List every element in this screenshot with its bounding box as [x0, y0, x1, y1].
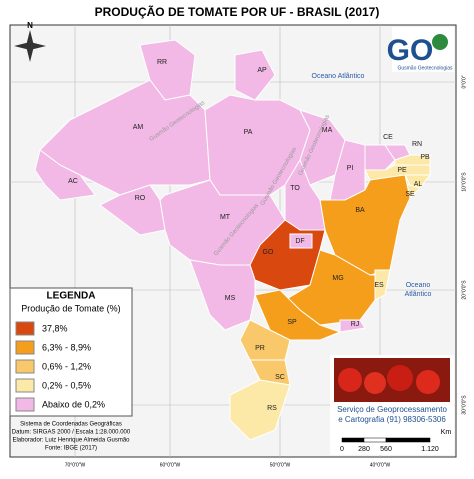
ocean-label: Oceano Atlântico	[312, 73, 365, 80]
states	[34, 39, 432, 441]
longitude-label: 60°0'0"W	[160, 462, 181, 468]
state-label: AM	[133, 124, 144, 131]
state-label: MG	[332, 275, 343, 282]
longitude-label: 70°0'0"W	[65, 462, 86, 468]
state-label: AC	[68, 178, 78, 185]
state	[394, 154, 431, 166]
state-label: RS	[267, 405, 277, 412]
state-label: CE	[383, 134, 393, 141]
state-label: RO	[135, 195, 146, 202]
legend-subtitle: Produção de Tomate (%)	[21, 303, 120, 313]
state-label: AP	[257, 67, 267, 74]
state-label: PR	[255, 345, 265, 352]
latitude-label: 30°0'0"S	[461, 395, 467, 415]
state	[234, 49, 276, 101]
state	[189, 259, 256, 331]
legend-label: 6,3% - 8,9%	[42, 342, 91, 352]
latitude-label: 0°0'0"	[461, 75, 467, 88]
state-label: ES	[374, 282, 384, 289]
state	[34, 149, 96, 201]
state-labels: RR AP AM AC RO PA MA PI CE RN PB PE AL SE BA TO MT GO DF MG…	[68, 59, 430, 412]
scale-unit: Km	[441, 429, 452, 436]
credit-line: Sistema de Coordenadas Geográficas	[20, 422, 122, 428]
service-text: e Cartografia (91) 98306-5306	[338, 415, 446, 424]
state-label: AL	[414, 181, 423, 188]
state	[289, 233, 313, 249]
legend-label: 0,6% - 1,2%	[42, 361, 91, 371]
state-label: MA	[322, 127, 333, 134]
state-label: DF	[295, 238, 304, 245]
legend-swatch	[15, 378, 35, 393]
title: PRODUÇÃO DE TOMATE POR UF - BRASIL (2017…	[95, 4, 380, 19]
legend-label: 0,2% - 0,5%	[42, 380, 91, 390]
scale-label: 1.120	[421, 446, 439, 453]
scale-segment	[385, 437, 431, 443]
state-label: RN	[412, 141, 422, 148]
state	[374, 269, 391, 301]
legend: LEGENDA Produção de Tomate (%) 37,8% 6,3%…	[9, 287, 133, 417]
state-label: SC	[275, 374, 285, 381]
ocean-label: Atlântico	[405, 291, 432, 298]
scale-label: 0	[340, 446, 344, 453]
legend-label: 37,8%	[42, 323, 68, 333]
credit-line: Elaborador: Luiz Henrique Almeida Gusmão	[12, 438, 130, 444]
state-label: BA	[355, 207, 365, 214]
state-label: TO	[290, 185, 300, 192]
legend-label: Abaixo de 0,2%	[42, 399, 105, 409]
state-label: MT	[220, 214, 231, 221]
state	[99, 184, 166, 236]
service-text: Serviço de Geoprocessamento	[337, 405, 447, 414]
scale-bar: 0 280 560 1.120 Km	[340, 429, 451, 453]
state	[229, 379, 291, 441]
state-label: PA	[244, 129, 253, 136]
state	[339, 319, 366, 333]
state	[364, 144, 396, 171]
state-label: MS	[225, 295, 236, 302]
longitude-label: 50°0'0"W	[270, 462, 291, 468]
state-label: RJ	[351, 321, 360, 328]
latitude-label: 20°0'0"S	[461, 280, 467, 300]
logo: GO Gusmão Geotecnologias	[387, 27, 454, 72]
state-label: SP	[287, 319, 297, 326]
state-label: SE	[405, 191, 415, 198]
state-label: PB	[420, 154, 430, 161]
coordinates: 70°0'0"W 60°0'0"W 50°0'0"W 40°0'0"W 0°0'0" 10…	[65, 75, 468, 468]
legend-swatch	[15, 397, 35, 412]
scale-segment	[341, 437, 365, 443]
scale-label: 280	[358, 446, 370, 453]
north-arrow: N	[14, 21, 46, 62]
credits: Sistema de Coordenadas Geográficas Datum:…	[12, 422, 131, 452]
scale-segment	[363, 437, 387, 443]
logo-text: Gusmão Geotecnologias	[397, 65, 453, 71]
state-label: PI	[347, 165, 354, 172]
longitude-label: 40°0'0"W	[370, 462, 391, 468]
legend-swatch	[15, 359, 35, 374]
latitude-label: 10°0'0"S	[461, 172, 467, 192]
legend-swatch	[15, 340, 35, 355]
ocean-label: Oceano	[406, 282, 431, 289]
logo-mark: GO	[387, 34, 434, 67]
state-label: RR	[157, 59, 167, 66]
credit-line: Datum: SIRGAS 2000 / Escala 1:28.000.000	[12, 430, 131, 436]
north-label: N	[27, 21, 33, 30]
service-box: Serviço de Geoprocessamento e Cartografi…	[330, 355, 454, 455]
state-label: GO	[263, 249, 274, 256]
scale-label: 560	[380, 446, 392, 453]
state-label: PE	[397, 167, 407, 174]
credit-line: Fonte: IBGE (2017)	[45, 446, 97, 452]
legend-title: LEGENDA	[47, 291, 96, 302]
state	[299, 109, 346, 186]
legend-swatch	[15, 321, 35, 336]
